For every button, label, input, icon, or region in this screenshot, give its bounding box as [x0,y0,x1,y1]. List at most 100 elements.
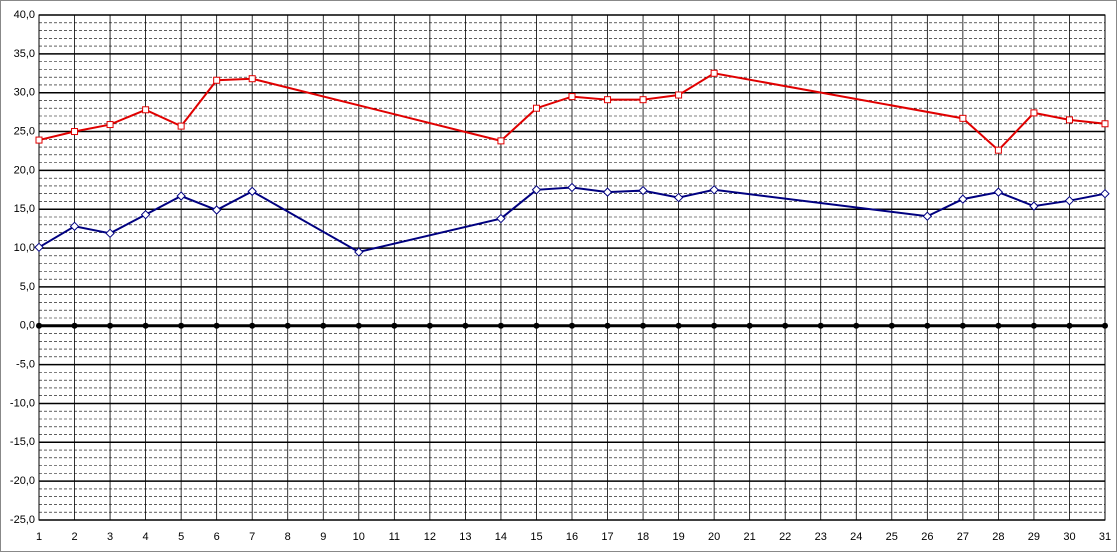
point [604,96,612,104]
x-tick-mark [746,322,753,329]
x-tick-label: 14 [495,531,507,543]
point [105,228,115,239]
x-tick-label: 2 [71,531,77,543]
x-tick-mark [959,322,966,329]
x-tick-label: 25 [886,531,898,543]
x-tick-label: 10 [353,531,365,543]
point [602,187,613,197]
point [34,242,44,253]
x-tick-label: 11 [389,531,400,543]
y-tick-label: 40,0 [14,9,35,21]
x-tick-label: 7 [249,531,255,543]
y-tick-label: 10,0 [14,242,35,254]
x-tick-label: 4 [143,531,149,543]
x-tick-mark [107,322,114,329]
x-tick-label: 1 [36,531,42,543]
point [1064,195,1075,206]
x-tick-mark [284,322,291,329]
x-tick-mark [213,322,220,329]
point [71,128,79,136]
x-tick-mark [924,322,931,329]
point [567,182,577,193]
point [497,137,505,145]
x-tick-label: 22 [779,531,791,543]
point [106,121,114,129]
x-tick-label: 28 [992,531,1004,543]
y-tick-label: 0,0 [20,320,35,332]
point [35,136,43,144]
x-tick-mark [71,322,78,329]
x-tick-mark [249,322,256,329]
x-tick-mark [711,322,718,329]
point [248,75,256,83]
x-tick-label: 20 [708,531,720,543]
plot-frame [38,14,1106,521]
x-tick-mark [1066,322,1073,329]
x-tick-mark [142,322,149,329]
x-tick-label: 6 [214,531,220,543]
x-tick-mark [782,322,789,329]
x-tick-label: 16 [566,531,578,543]
y-tick-label: 25,0 [14,125,35,137]
x-tick-mark [1030,322,1037,329]
x-tick-mark [178,322,185,329]
x-tick-mark [675,322,682,329]
x-tick-mark [533,322,540,329]
point [1101,120,1109,128]
point [638,185,648,196]
x-tick-mark [995,322,1002,329]
x-tick-label: 17 [601,531,613,543]
x-tick-label: 23 [815,531,827,543]
x-tick-mark [426,322,433,329]
x-tick-label: 21 [744,531,756,543]
point [531,185,542,195]
point [673,192,684,203]
point [568,93,576,101]
point [213,76,221,84]
point [675,91,683,99]
x-tick-label: 3 [107,531,113,543]
x-tick-mark [569,322,575,329]
x-tick-label: 13 [459,531,471,543]
point [69,221,80,232]
x-tick-label: 29 [1028,531,1040,543]
point [993,187,1004,197]
y-tick-label: 35,0 [14,48,35,60]
x-tick-label: 30 [1063,531,1075,543]
point [211,205,222,215]
x-tick-label: 15 [530,531,542,543]
x-tick-mark [888,322,895,329]
point [532,104,540,112]
point [176,191,186,201]
y-tick-label: -20,0 [10,475,35,487]
x-tick-mark [355,322,362,329]
x-tick-label: 9 [320,531,326,543]
point [496,213,506,224]
x-tick-label: 27 [957,531,969,543]
y-tick-label: -5,0 [16,359,35,371]
point [1030,109,1038,117]
point [710,69,718,77]
point [958,194,968,204]
point [247,186,257,197]
x-tick-mark [320,322,327,329]
point [140,209,151,220]
x-tick-label: 26 [921,531,933,543]
x-tick-mark [853,322,860,329]
y-tick-label: 15,0 [14,203,35,215]
x-tick-mark [817,322,824,329]
y-tick-label: -25,0 [10,514,35,526]
point [1100,188,1110,199]
x-tick-mark [462,322,469,329]
point [709,185,719,195]
point [639,96,647,104]
point [922,211,933,221]
point [354,247,364,257]
x-tick-label: 12 [424,531,436,543]
point [142,106,150,114]
point [1065,116,1073,124]
x-tick-label: 5 [178,531,184,543]
x-tick-mark [640,322,647,329]
x-tick-mark [391,322,398,329]
